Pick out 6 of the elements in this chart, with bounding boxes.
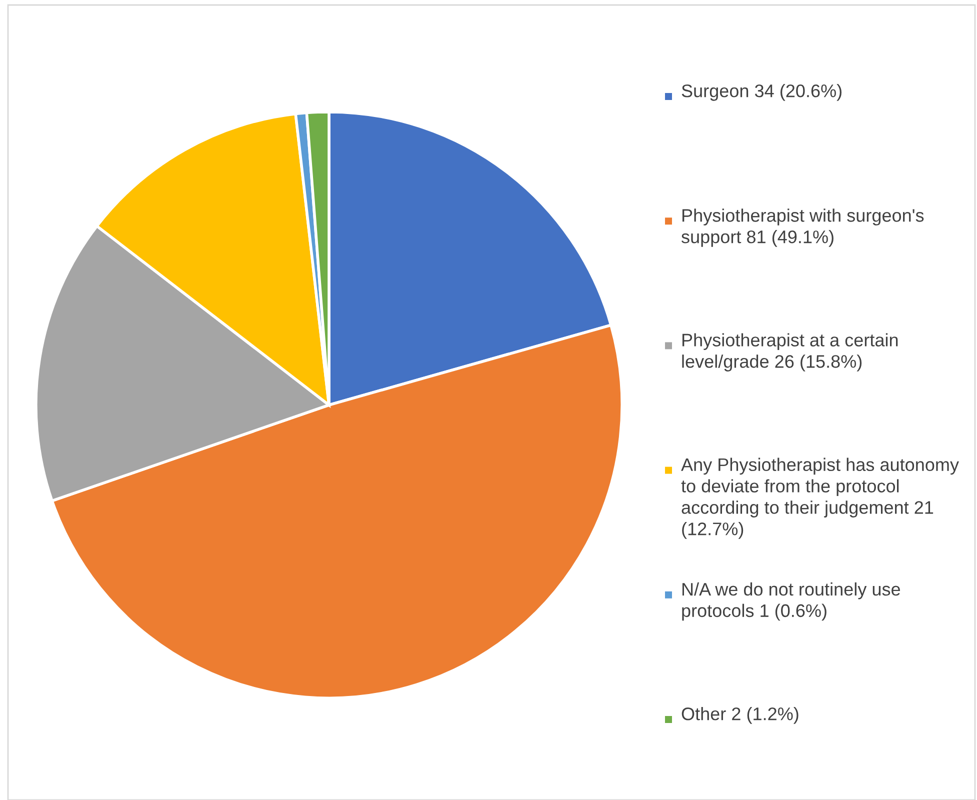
legend-label: Any Physiotherapist has autonomy to deviate from the protocol according to their judgement 21 (12.7%)	[681, 458, 959, 539]
legend-label: Physiotherapist at a certain level/grade 26 (15.8%)	[682, 333, 898, 372]
legend-label: N/A we do not routinely use protocols 1 (0.6%)	[682, 582, 900, 621]
legend-label: Other 2 (1.2%)	[682, 707, 798, 724]
legend-label: Physiotherapist with surgeon's support 81 (49.1%)	[682, 208, 924, 247]
legend-label: Surgeon 34 (20.6%)	[682, 84, 842, 101]
